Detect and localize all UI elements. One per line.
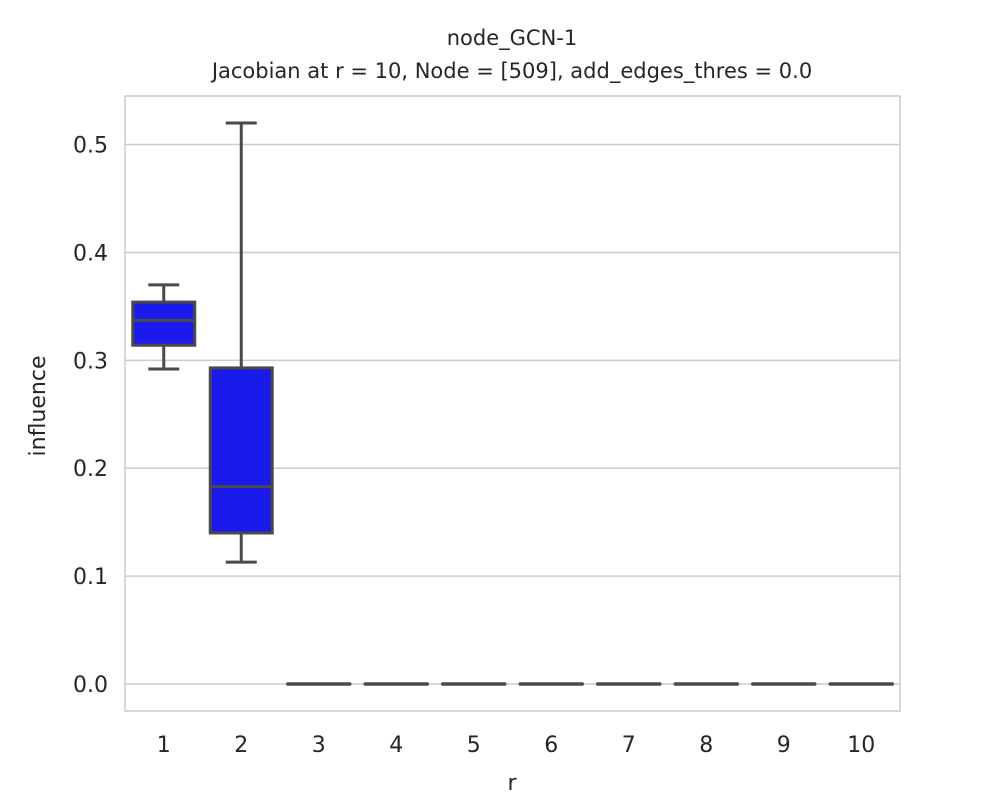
y-axis-label: influence (26, 356, 51, 457)
box-2 (208, 121, 274, 564)
y-tick-label: 0.3 (73, 349, 108, 374)
x-tick-label: 6 (544, 733, 558, 758)
plot-area-frame (124, 95, 901, 712)
x-tick-label: 2 (234, 733, 248, 758)
chart-subtitle: Jacobian at r = 10, Node = [509], add_ed… (210, 59, 812, 84)
box-body (208, 366, 274, 535)
box-body (131, 300, 197, 347)
x-tick-label: 4 (389, 733, 403, 758)
x-axis-ticks: 1 2 3 4 5 6 7 8 9 10 (157, 733, 876, 758)
y-tick-label: 0.2 (73, 457, 108, 482)
x-tick-label: 9 (777, 733, 791, 758)
x-tick-label: 10 (847, 733, 875, 758)
y-tick-label: 0.0 (73, 673, 108, 698)
x-tick-label: 8 (699, 733, 713, 758)
box-1 (131, 283, 197, 371)
chart-title: node_GCN-1 (447, 26, 578, 51)
x-tick-label: 7 (622, 733, 636, 758)
y-tick-label: 0.5 (73, 134, 108, 159)
x-tick-label: 5 (467, 733, 481, 758)
y-axis-ticks: 0.0 0.1 0.2 0.3 0.4 0.5 (73, 134, 108, 698)
x-tick-label: 3 (312, 733, 326, 758)
y-tick-label: 0.4 (73, 241, 108, 266)
box-series (131, 121, 894, 686)
x-axis-label: r (507, 771, 517, 796)
y-tick-label: 0.1 (73, 565, 108, 590)
x-tick-label: 1 (157, 733, 171, 758)
